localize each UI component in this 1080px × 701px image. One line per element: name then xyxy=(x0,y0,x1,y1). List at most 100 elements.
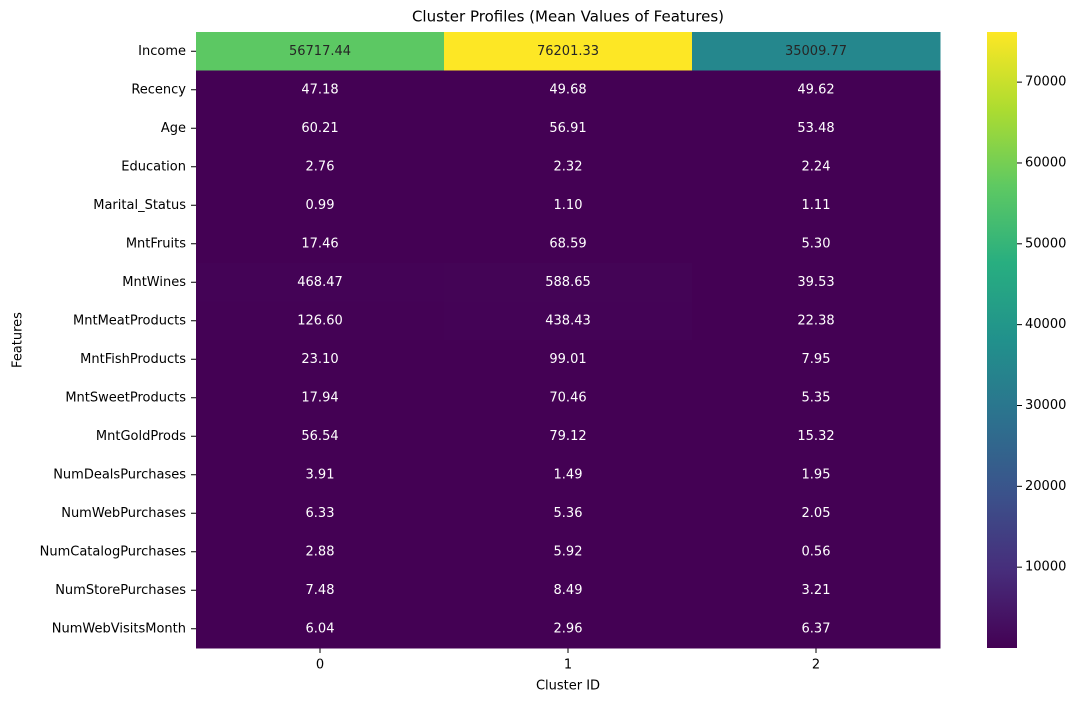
y-tick-label: MntFruits xyxy=(126,236,186,251)
heatmap-cell xyxy=(692,147,941,187)
cell-label: 8.49 xyxy=(554,583,583,598)
cell-label: 588.65 xyxy=(545,275,591,290)
heatmap-cell xyxy=(196,378,445,418)
cell-label: 56717.44 xyxy=(289,44,351,59)
heatmap-cell xyxy=(444,147,693,187)
heatmap-cell xyxy=(692,70,941,110)
y-tick-label: NumWebVisitsMonth xyxy=(52,621,186,636)
cell-label: 3.91 xyxy=(306,467,335,482)
chart-title: Cluster Profiles (Mean Values of Feature… xyxy=(412,8,724,26)
cell-label: 68.59 xyxy=(549,236,586,251)
heatmap-cell xyxy=(196,70,445,110)
heatmap-cell xyxy=(692,109,941,148)
cell-label: 6.04 xyxy=(306,621,335,636)
heatmap-cell xyxy=(692,378,941,418)
cell-label: 2.96 xyxy=(554,621,583,636)
cell-label: 0.56 xyxy=(802,544,831,559)
cell-label: 7.95 xyxy=(802,352,831,367)
x-tick-label: 1 xyxy=(564,658,572,673)
cell-label: 23.10 xyxy=(301,352,338,367)
cell-label: 39.53 xyxy=(797,275,834,290)
cell-label: 5.35 xyxy=(802,390,831,405)
y-tick-label: MntWines xyxy=(122,275,186,290)
heatmap-cell xyxy=(444,494,693,533)
cell-label: 47.18 xyxy=(301,82,338,97)
heatmap-cell xyxy=(444,224,693,264)
x-tick-label: 0 xyxy=(316,658,324,673)
colorbar-tick-label: 70000 xyxy=(1025,75,1066,90)
heatmap-cell xyxy=(692,32,941,71)
heatmap-cell xyxy=(196,301,445,341)
colorbar-tick-label: 30000 xyxy=(1025,398,1066,413)
cell-label: 99.01 xyxy=(549,352,586,367)
cell-label: 1.95 xyxy=(802,467,831,482)
heatmap-cell xyxy=(196,109,445,148)
y-tick-label: Education xyxy=(121,159,186,174)
heatmap-cell xyxy=(444,455,693,495)
heatmap-cell xyxy=(444,263,693,302)
cell-label: 76201.33 xyxy=(537,44,599,59)
y-tick-label: NumWebPurchases xyxy=(61,506,186,521)
heatmap-cell xyxy=(692,263,941,302)
cell-label: 53.48 xyxy=(797,121,834,136)
heatmap-cell xyxy=(444,417,693,456)
heatmap-cell xyxy=(196,571,445,610)
cell-label: 0.99 xyxy=(306,198,335,213)
cell-label: 1.11 xyxy=(802,198,831,213)
y-tick-label: NumStorePurchases xyxy=(55,583,186,598)
cell-label: 2.32 xyxy=(554,159,583,174)
heatmap-cell xyxy=(692,609,941,649)
x-tick-label: 2 xyxy=(812,658,820,673)
cell-label: 49.62 xyxy=(797,82,834,97)
y-tick-label: MntGoldProds xyxy=(96,429,186,444)
colorbar-tick-label: 60000 xyxy=(1025,155,1066,170)
y-tick-label: Age xyxy=(161,121,186,136)
cell-label: 5.36 xyxy=(554,506,583,521)
heatmap-cell xyxy=(196,263,445,302)
y-tick-label: MntSweetProducts xyxy=(65,390,186,405)
cell-label: 5.30 xyxy=(802,236,831,251)
colorbar-tick-label: 50000 xyxy=(1025,236,1066,251)
heatmap-cell xyxy=(196,32,445,71)
colorbar-tick-label: 40000 xyxy=(1025,317,1066,332)
heatmap-cell xyxy=(444,378,693,418)
cell-label: 5.92 xyxy=(554,544,583,559)
y-tick-label: Recency xyxy=(131,82,186,97)
cell-label: 1.49 xyxy=(554,467,583,482)
y-axis-label: Features xyxy=(11,312,26,368)
cell-label: 70.46 xyxy=(549,390,586,405)
heatmap-cell xyxy=(692,224,941,264)
heatmap-cell xyxy=(444,70,693,110)
heatmap-cell xyxy=(196,609,445,649)
cell-label: 35009.77 xyxy=(785,44,847,59)
cell-label: 17.46 xyxy=(301,236,338,251)
y-tick-label: MntFishProducts xyxy=(80,352,186,367)
heatmap-cell xyxy=(692,494,941,533)
cell-label: 6.33 xyxy=(306,506,335,521)
y-tick-label: MntMeatProducts xyxy=(73,313,186,328)
cell-label: 6.37 xyxy=(802,621,831,636)
cell-label: 49.68 xyxy=(549,82,586,97)
heatmap-cell xyxy=(196,455,445,495)
cell-label: 60.21 xyxy=(301,121,338,136)
cell-label: 17.94 xyxy=(301,390,338,405)
cell-label: 2.88 xyxy=(306,544,335,559)
heatmap-cell xyxy=(196,147,445,187)
heatmap-cell xyxy=(444,571,693,610)
heatmap-cell xyxy=(444,609,693,649)
heatmap-cell xyxy=(444,109,693,148)
heatmap-cell xyxy=(196,532,445,572)
heatmap-cell xyxy=(692,186,941,225)
y-tick-label: NumCatalogPurchases xyxy=(40,544,187,559)
cell-label: 79.12 xyxy=(549,429,586,444)
heatmap-cell xyxy=(692,340,941,379)
y-tick-label: NumDealsPurchases xyxy=(53,467,186,482)
colorbar-tick-label: 20000 xyxy=(1025,479,1066,494)
colorbar xyxy=(987,32,1017,648)
cell-label: 126.60 xyxy=(297,313,343,328)
cell-label: 438.43 xyxy=(545,313,591,328)
heatmap-cell xyxy=(692,571,941,610)
cell-label: 3.21 xyxy=(802,583,831,598)
heatmap-cell xyxy=(444,532,693,572)
